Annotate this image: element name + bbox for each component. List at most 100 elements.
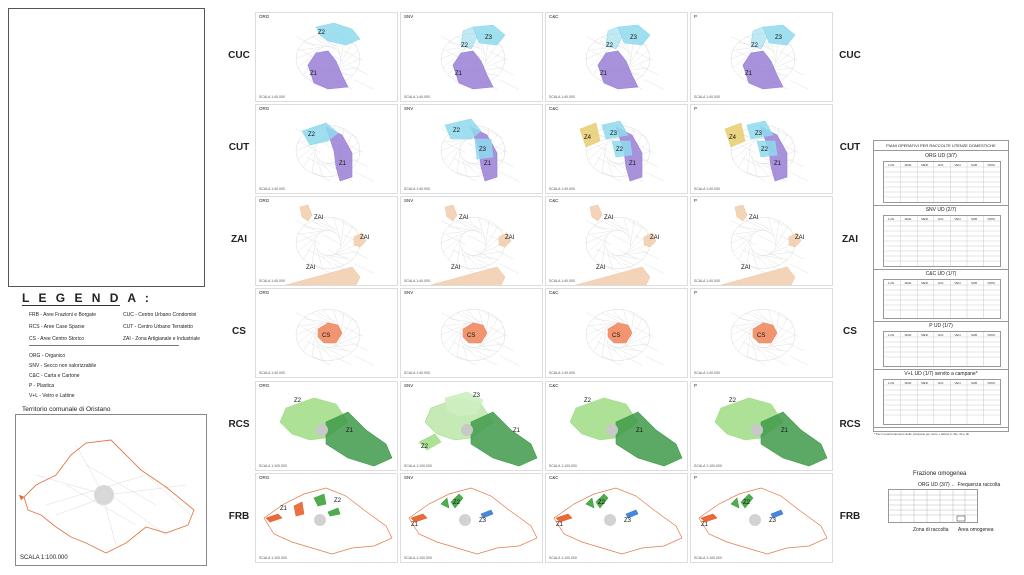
legend-cuc: CUC - Centro Urbano Condomini [123, 312, 197, 318]
table-section: SNV UD (2/7) LUN. MAR. MER. GIO. VEN. SAB. DOM. [874, 205, 1008, 270]
key-fraction-label: Frazione omogenea [913, 471, 967, 477]
panel-fraction-label: ORG [259, 383, 270, 388]
row-label-right-rcs: RCS [839, 419, 861, 430]
map-panel-zai-org: ZAI ZAI ZAI ORG SCALA 1:40.000 [255, 196, 398, 286]
zone-label: CS [612, 333, 620, 339]
zone-label: Z4 [584, 135, 592, 141]
svg-text:GIO.: GIO. [938, 163, 945, 167]
row-label-right-frb: FRB [839, 511, 861, 522]
zone-label: Z3 [479, 147, 487, 153]
zone-label: Z3 [775, 35, 783, 41]
panel-scale: SCALA 1:40.000 [694, 187, 720, 191]
legend-title: L E G E N D A : [22, 291, 152, 305]
map-panel-rcs-org: Z2 Z1 ORG SCALA 1:100.000 [255, 381, 398, 471]
panel-fraction-label: C&C [549, 383, 559, 388]
zone-area [462, 322, 488, 344]
legend-cut: CUT - Centro Urbano Terratetto [123, 324, 193, 330]
map-drawing: Z1 Z4 Z3 Z2 [579, 120, 664, 182]
territory-map: SCALA 1:100.000 [15, 414, 207, 566]
map-panel-frb-ccc: Z1 Z2 Z3 C&C SCALA 1:100.000 [545, 473, 688, 563]
svg-text:LUN.: LUN. [888, 217, 895, 221]
map-drawing: Z1 Z2 Z3 [585, 24, 664, 90]
map-panel-cut-p: Z1 Z4 Z3 Z2 P SCALA 1:40.000 [690, 104, 833, 194]
zone-label: ZAI [596, 265, 606, 271]
zone-area [770, 509, 784, 519]
territory-title: Territorio comunale di Oristano [22, 406, 111, 413]
panel-fraction-label: C&C [549, 290, 559, 295]
zone-label: Z2 [606, 43, 614, 49]
zone-area [762, 24, 796, 46]
zone-area [317, 322, 343, 344]
panel-fraction-label: C&C [549, 475, 559, 480]
zone-label: Z1 [346, 428, 354, 434]
zone-label: Z2 [421, 444, 429, 450]
zone-label: Z2 [453, 500, 461, 506]
panel-fraction-label: P [694, 198, 698, 203]
panel-scale: SCALA 1:40.000 [404, 95, 430, 99]
panel-fraction-label: P [694, 383, 698, 388]
panel-fraction-label: SNV [404, 383, 414, 388]
map-drawing: CS [730, 309, 809, 366]
zone-area [498, 232, 512, 248]
zone-label: ZAI [741, 265, 751, 271]
svg-text:DOM.: DOM. [988, 333, 996, 337]
row-label-right-cuc: CUC [839, 50, 861, 61]
zone-label: Z3 [610, 131, 618, 137]
zone-area [752, 322, 778, 344]
zone-label: Z2 [743, 500, 751, 506]
map-drawing: ZAI ZAI ZAI [575, 204, 664, 285]
zone-area [760, 411, 828, 467]
panel-scale: SCALA 1:100.000 [694, 556, 722, 560]
panel-fraction-label: ORG [259, 475, 270, 480]
map-panel-cuc-ccc: Z1 Z2 Z3 C&C SCALA 1:40.000 [545, 12, 688, 102]
panel-fraction-label: ORG [259, 198, 270, 203]
legend-snv: SNV - Secco non valorizzabile [29, 363, 97, 369]
zone-area [444, 391, 484, 417]
zone-label: Z2 [308, 132, 316, 138]
map-drawing: Z1 Z2 Z3 [440, 118, 519, 182]
zone-label: CS [322, 333, 330, 339]
legend-divider [29, 345, 179, 346]
svg-text:MAR.: MAR. [905, 281, 913, 285]
map-panel-frb-p: Z1 Z2 Z3 P SCALA 1:100.000 [690, 473, 833, 563]
zone-area [730, 497, 740, 509]
zone-area [285, 266, 361, 285]
row-label-right-zai: ZAI [841, 234, 859, 245]
zone-area [724, 122, 746, 148]
zone-label: ZAI [505, 235, 515, 241]
row-label-left-cut: CUT [228, 142, 250, 153]
table-section-title: V+L UD (1/7) servito a campane* [904, 371, 978, 377]
zone-area [585, 497, 595, 509]
map-panel-cut-ccc: Z1 Z4 Z3 Z2 C&C SCALA 1:40.000 [545, 104, 688, 194]
panel-scale: SCALA 1:40.000 [694, 95, 720, 99]
zone-area [595, 493, 609, 509]
zone-area [444, 118, 482, 140]
zone-area [472, 24, 506, 46]
panel-fraction-label: SNV [404, 290, 414, 295]
map-panel-cs-ccc: CS C&C SCALA 1:40.000 [545, 288, 688, 378]
map-panel-cuc-p: Z1 Z2 Z3 P SCALA 1:40.000 [690, 12, 833, 102]
table-section-grid: LUN. MAR. MER. GIO. VEN. SAB. DOM. [883, 161, 1001, 203]
zone-label: Z1 [280, 506, 288, 512]
panel-fraction-label: ORG [259, 290, 270, 295]
svg-text:MAR.: MAR. [905, 333, 913, 337]
zone-area [410, 513, 428, 523]
legend-cs: CS - Aree Centro Storico [29, 336, 85, 342]
row-label-left-cs: CS [232, 326, 246, 337]
zone-area [607, 322, 633, 344]
zone-label: ZAI [314, 215, 324, 221]
zone-label: Z1 [513, 428, 521, 434]
table-title: PIANI OPERATIVI PER RACCOLTE UTENZE DOME… [874, 141, 1008, 151]
zone-area [307, 50, 349, 90]
zone-label: Z1 [636, 428, 644, 434]
zone-area [740, 493, 754, 509]
panel-fraction-label: SNV [404, 106, 414, 111]
panel-scale: SCALA 1:40.000 [259, 371, 285, 375]
zone-area [418, 433, 442, 451]
svg-text:LUN.: LUN. [888, 381, 895, 385]
table-section-title: ORG UD (3/7) [925, 153, 957, 159]
legend-cc: C&C - Carta e Cartone [29, 373, 80, 379]
panel-scale: SCALA 1:40.000 [694, 279, 720, 283]
zone-label: Z2 [729, 398, 737, 404]
svg-text:MAR.: MAR. [905, 217, 913, 221]
